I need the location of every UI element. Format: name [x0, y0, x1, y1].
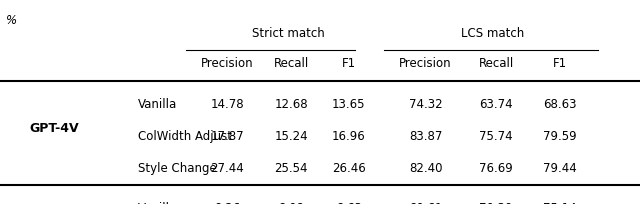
Text: Recall: Recall [273, 57, 309, 70]
Text: GPT-4V: GPT-4V [29, 121, 79, 134]
Text: 13.65: 13.65 [332, 98, 365, 111]
Text: 80.61: 80.61 [409, 201, 442, 204]
Text: Vanilla: Vanilla [138, 98, 177, 111]
Text: 82.40: 82.40 [409, 161, 442, 174]
Text: 17.87: 17.87 [211, 130, 244, 142]
Text: F1: F1 [553, 57, 567, 70]
Text: 79.44: 79.44 [543, 161, 577, 174]
Text: Style Change: Style Change [138, 161, 216, 174]
Text: 83.87: 83.87 [409, 130, 442, 142]
Text: 25.54: 25.54 [275, 161, 308, 174]
Text: F1: F1 [342, 57, 356, 70]
Text: 9.26: 9.26 [214, 201, 241, 204]
Text: 27.44: 27.44 [211, 161, 244, 174]
Text: 68.63: 68.63 [543, 98, 577, 111]
Text: 26.46: 26.46 [332, 161, 365, 174]
Text: 16.96: 16.96 [332, 130, 365, 142]
Text: 14.78: 14.78 [211, 98, 244, 111]
Text: Strict match: Strict match [252, 27, 324, 39]
Text: Precision: Precision [399, 57, 452, 70]
Text: 76.69: 76.69 [479, 161, 513, 174]
Text: 63.74: 63.74 [479, 98, 513, 111]
Text: 8.63: 8.63 [336, 201, 362, 204]
Text: Precision: Precision [201, 57, 253, 70]
Text: 79.59: 79.59 [543, 130, 577, 142]
Text: Recall: Recall [478, 57, 514, 70]
Text: 12.68: 12.68 [275, 98, 308, 111]
Text: 70.39: 70.39 [479, 201, 513, 204]
Text: LCS match: LCS match [461, 27, 524, 39]
Text: 15.24: 15.24 [275, 130, 308, 142]
Text: %: % [6, 14, 17, 27]
Text: 74.32: 74.32 [409, 98, 442, 111]
Text: 75.14: 75.14 [543, 201, 577, 204]
Text: 75.74: 75.74 [479, 130, 513, 142]
Text: ColWidth Adjust: ColWidth Adjust [138, 130, 232, 142]
Text: 8.08: 8.08 [278, 201, 304, 204]
Text: Vanilla: Vanilla [138, 201, 177, 204]
